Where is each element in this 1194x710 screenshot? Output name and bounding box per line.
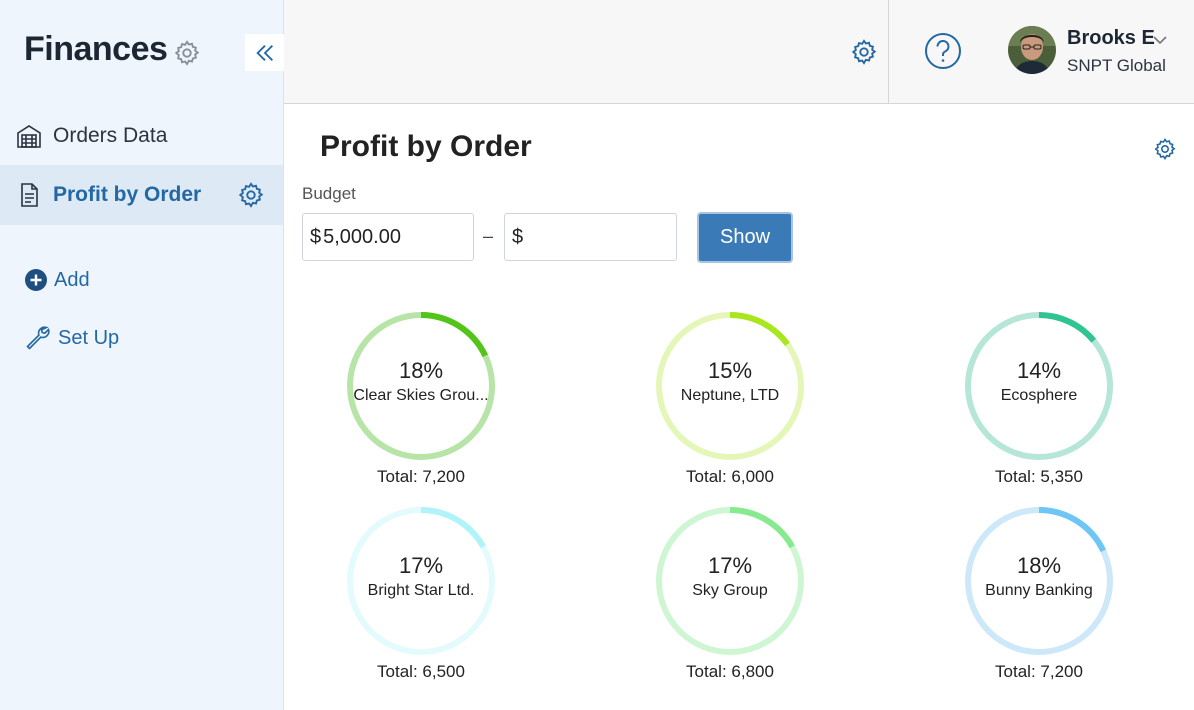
show-button[interactable]: Show: [697, 212, 793, 263]
profit-percent: 17%: [398, 553, 444, 578]
chevron-down-icon[interactable]: [1152, 33, 1168, 47]
profit-total: Total: 7,200: [995, 662, 1083, 681]
double-chevron-left-icon: [255, 44, 273, 61]
document-icon: [21, 183, 38, 207]
donut-progress-arc: [965, 312, 1113, 460]
donut-progress-arc: [347, 507, 495, 655]
donut-progress-arc: [656, 507, 804, 655]
app-title: Finances: [24, 30, 168, 68]
profit-percent: 15%: [707, 358, 753, 383]
wrench-icon: [26, 326, 50, 350]
profit-total: Total: 7,200: [377, 467, 465, 486]
plus-circle-icon: [25, 269, 47, 291]
avatar[interactable]: [1008, 26, 1056, 74]
add-button[interactable]: Add: [24, 268, 90, 292]
sidebar-item-label: Orders Data: [53, 124, 168, 147]
profit-total: Total: 5,350: [995, 467, 1083, 486]
profit-percent: 18%: [398, 358, 444, 383]
donut-progress-arc: [347, 312, 495, 460]
set-up-label: Set Up: [58, 326, 120, 349]
set-up-button[interactable]: Set Up: [24, 324, 119, 352]
profit-percent: 14%: [1016, 358, 1062, 383]
donut-chart: [965, 312, 1113, 460]
profit-card[interactable]: 17% Sky Group Total: 6,800: [650, 506, 810, 686]
company-name: Ecosphere: [1000, 387, 1078, 404]
currency-symbol: $: [512, 225, 524, 248]
company-name: Neptune, LTD: [680, 387, 780, 404]
gear-icon[interactable]: [1153, 137, 1177, 161]
topbar: Brooks E SNPT Global: [284, 0, 1194, 104]
company-name: Clear Skies Grou...: [353, 387, 489, 404]
profit-card[interactable]: 18% Clear Skies Grou... Total: 7,200: [341, 311, 501, 491]
profit-card[interactable]: 17% Bright Star Ltd. Total: 6,500: [341, 506, 501, 686]
gear-icon[interactable]: [850, 38, 878, 66]
profit-card[interactable]: 14% Ecosphere Total: 5,350: [959, 311, 1119, 491]
add-label: Add: [54, 268, 90, 291]
profit-percent: 17%: [707, 553, 753, 578]
profit-total: Total: 6,500: [377, 662, 465, 681]
donut-chart: [656, 312, 804, 460]
budget-max-input[interactable]: $: [504, 213, 677, 261]
gear-icon[interactable]: [173, 39, 201, 67]
budget-min-input[interactable]: $ 5,000.00: [302, 213, 474, 261]
company-name: Sky Group: [692, 582, 768, 599]
warehouse-icon: [17, 125, 41, 148]
profit-card[interactable]: 18% Bunny Banking Total: 7,200: [959, 506, 1119, 686]
help-icon[interactable]: [924, 32, 962, 70]
company-name: Bright Star Ltd.: [367, 582, 475, 599]
donut-chart: [347, 312, 495, 460]
budget-label: Budget: [302, 184, 356, 203]
donut-chart: [656, 507, 804, 655]
user-name[interactable]: Brooks E: [1067, 27, 1155, 49]
sidebar-item-label: Profit by Order: [53, 183, 202, 206]
profit-total: Total: 6,000: [686, 467, 774, 486]
collapse-sidebar-button[interactable]: [245, 34, 284, 71]
company-name: Bunny Banking: [985, 582, 1093, 599]
divider: [888, 0, 889, 103]
donut-progress-arc: [965, 507, 1113, 655]
sidebar: Finances Orders Data Profit by Order: [0, 0, 284, 710]
page-title: Profit by Order: [320, 130, 532, 163]
currency-symbol: $: [310, 225, 322, 248]
donut-chart: [347, 507, 495, 655]
profit-percent: 18%: [1016, 553, 1062, 578]
profit-total: Total: 6,800: [686, 662, 774, 681]
profit-card[interactable]: 15% Neptune, LTD Total: 6,000: [650, 311, 810, 491]
gear-icon[interactable]: [237, 181, 265, 209]
sidebar-item-orders-data[interactable]: Orders Data: [0, 106, 283, 166]
range-separator: –: [483, 226, 494, 246]
budget-min-value: 5,000.00: [323, 225, 401, 248]
donut-chart: [965, 507, 1113, 655]
sidebar-item-profit-by-order[interactable]: Profit by Order: [0, 165, 283, 225]
user-org: SNPT Global: [1067, 56, 1166, 75]
donut-progress-arc: [656, 312, 804, 460]
